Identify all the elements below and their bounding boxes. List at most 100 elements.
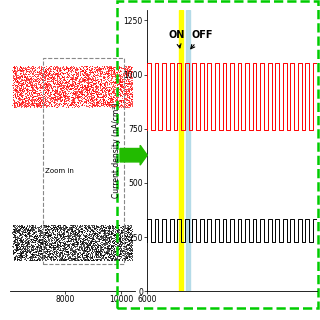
Point [12, 93, 18, 98]
Point [129, 240, 134, 245]
Point [88, 99, 93, 104]
Point [115, 86, 120, 92]
Point [20, 67, 25, 72]
Point [19, 88, 24, 93]
Point [111, 237, 116, 243]
Point [127, 241, 132, 246]
Point [49, 66, 54, 71]
Point [69, 226, 74, 231]
Point [86, 87, 92, 92]
Point [12, 230, 18, 235]
Point [90, 253, 95, 258]
Point [126, 241, 132, 246]
Point [65, 96, 70, 101]
Point [60, 247, 66, 252]
Point [117, 248, 123, 253]
Point [111, 69, 116, 75]
Point [97, 225, 102, 230]
Point [58, 235, 63, 240]
Point [29, 223, 34, 228]
Point [122, 63, 127, 68]
Point [39, 95, 44, 100]
Point [112, 75, 117, 80]
Point [55, 89, 60, 94]
Point [22, 248, 28, 253]
Point [62, 92, 68, 98]
Point [102, 71, 107, 76]
Point [34, 245, 39, 250]
Point [10, 234, 15, 239]
Point [108, 253, 114, 259]
Point [58, 240, 63, 245]
Point [24, 226, 29, 231]
Point [92, 252, 97, 257]
Point [55, 249, 60, 254]
Point [125, 90, 130, 95]
Point [79, 89, 84, 94]
Point [95, 235, 100, 240]
Point [11, 92, 16, 97]
Point [48, 97, 53, 102]
Point [64, 82, 69, 87]
Point [100, 95, 105, 100]
Point [97, 82, 102, 87]
Point [78, 92, 84, 97]
Point [37, 247, 42, 252]
Point [95, 100, 100, 105]
Point [95, 231, 100, 236]
Point [41, 249, 46, 254]
Point [91, 227, 96, 232]
Point [27, 255, 32, 260]
Point [44, 82, 49, 87]
Point [124, 88, 129, 93]
Point [27, 94, 32, 100]
Point [63, 229, 68, 235]
Point [14, 257, 20, 262]
Point [20, 251, 25, 256]
Point [42, 223, 47, 228]
Point [53, 104, 58, 109]
Point [68, 83, 73, 88]
Point [124, 94, 129, 99]
Point [63, 91, 68, 96]
Point [74, 232, 79, 237]
Point [30, 255, 36, 260]
Point [90, 88, 95, 93]
Point [34, 96, 39, 101]
Point [73, 237, 78, 242]
Point [117, 98, 123, 103]
Point [58, 98, 63, 103]
Point [20, 239, 25, 244]
Point [33, 240, 38, 245]
Point [41, 68, 46, 73]
Point [94, 101, 99, 106]
Point [76, 73, 81, 78]
Point [87, 246, 92, 252]
Point [20, 224, 25, 229]
Point [101, 255, 106, 260]
Point [100, 63, 105, 68]
Point [89, 68, 94, 73]
Point [40, 251, 45, 256]
Point [43, 249, 48, 254]
Point [64, 67, 69, 72]
Point [59, 258, 64, 263]
Point [91, 234, 96, 239]
Point [85, 247, 90, 252]
Point [28, 253, 33, 259]
Point [65, 66, 70, 71]
Point [23, 76, 28, 81]
Point [63, 65, 68, 70]
Point [26, 68, 31, 73]
Point [25, 68, 30, 73]
Point [127, 225, 132, 230]
Point [97, 251, 102, 256]
Point [89, 240, 94, 245]
Point [119, 227, 124, 232]
Point [67, 75, 72, 80]
Point [120, 85, 125, 90]
Point [99, 228, 104, 234]
Point [74, 90, 79, 95]
Point [68, 65, 73, 70]
Point [55, 65, 60, 70]
